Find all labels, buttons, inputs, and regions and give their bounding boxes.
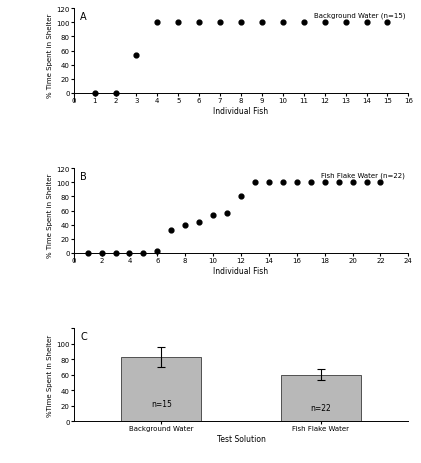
Point bbox=[363, 19, 370, 27]
Point bbox=[335, 179, 342, 187]
Y-axis label: %Time Spent in Shelter: %Time Spent in Shelter bbox=[47, 334, 53, 416]
Point bbox=[280, 19, 286, 27]
Point bbox=[168, 226, 175, 234]
Point bbox=[140, 250, 147, 257]
Point bbox=[154, 247, 161, 255]
Point bbox=[112, 250, 119, 257]
Text: n=15: n=15 bbox=[151, 400, 172, 408]
Point bbox=[224, 210, 230, 218]
Point bbox=[210, 213, 216, 220]
Point bbox=[258, 19, 265, 27]
Point bbox=[133, 52, 140, 59]
X-axis label: Test Solution: Test Solution bbox=[216, 434, 266, 443]
Point bbox=[349, 179, 356, 187]
Point bbox=[154, 19, 161, 27]
Point bbox=[196, 19, 203, 27]
Point bbox=[91, 90, 98, 97]
Point bbox=[196, 219, 203, 226]
Text: B: B bbox=[80, 172, 87, 181]
Bar bbox=[122, 357, 201, 421]
Point bbox=[321, 19, 328, 27]
Bar bbox=[281, 375, 360, 421]
Point bbox=[237, 193, 244, 200]
Y-axis label: % Time Spent in Shelter: % Time Spent in Shelter bbox=[47, 13, 53, 98]
Point bbox=[252, 179, 258, 187]
Text: C: C bbox=[80, 332, 87, 341]
Point bbox=[363, 179, 370, 187]
Point bbox=[175, 19, 181, 27]
Text: Background Water (n=15): Background Water (n=15) bbox=[314, 12, 405, 19]
Point bbox=[98, 250, 105, 257]
Text: Fish Flake Water (n=22): Fish Flake Water (n=22) bbox=[321, 172, 405, 178]
Point bbox=[112, 90, 119, 97]
Point bbox=[293, 179, 300, 187]
Point bbox=[301, 19, 307, 27]
Point bbox=[266, 179, 272, 187]
Point bbox=[280, 179, 286, 187]
Point bbox=[182, 221, 189, 229]
Point bbox=[307, 179, 314, 187]
Y-axis label: % Time Spent in Shelter: % Time Spent in Shelter bbox=[47, 173, 53, 257]
Point bbox=[84, 250, 91, 257]
Point bbox=[377, 179, 384, 187]
Point bbox=[217, 19, 224, 27]
Point bbox=[126, 250, 133, 257]
Text: n=22: n=22 bbox=[310, 403, 331, 412]
X-axis label: Individual Fish: Individual Fish bbox=[213, 106, 269, 116]
Point bbox=[237, 19, 244, 27]
Point bbox=[342, 19, 349, 27]
Point bbox=[384, 19, 391, 27]
Point bbox=[321, 179, 328, 187]
Text: A: A bbox=[80, 12, 87, 22]
X-axis label: Individual Fish: Individual Fish bbox=[213, 266, 269, 275]
